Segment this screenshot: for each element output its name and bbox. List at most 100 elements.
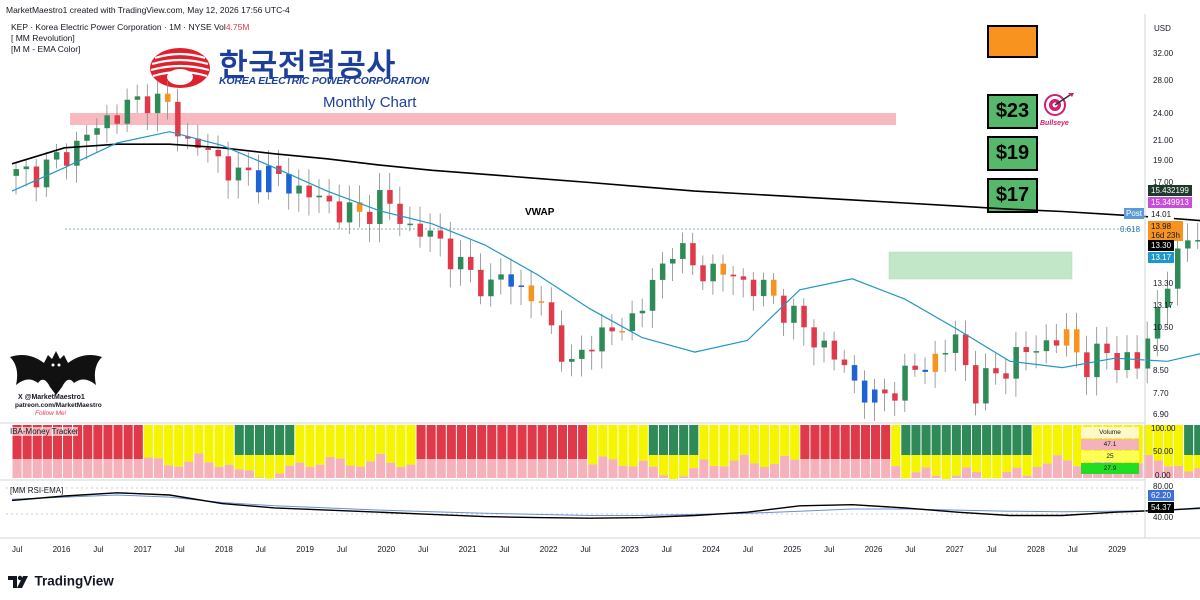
money-tracker-bar (265, 455, 275, 479)
candle-body (831, 340, 838, 360)
currency-label: USD (1154, 24, 1171, 33)
money-tracker-bar (800, 459, 810, 478)
candle-body (356, 202, 363, 212)
money-tracker-bar (265, 425, 275, 455)
money-tracker-bar (1012, 467, 1022, 478)
money-tracker-bar (608, 425, 618, 460)
money-tracker-bar (1022, 425, 1032, 455)
axis-7-70: 9.50 (1153, 344, 1169, 353)
money-tracker-bar (426, 459, 436, 478)
money-tracker-bar (487, 459, 497, 478)
candle-body (64, 152, 70, 166)
money-tracker-bar (254, 455, 264, 478)
money-tracker-bar (214, 425, 224, 467)
money-tracker-bar (467, 459, 477, 478)
money-tracker-bar (982, 455, 992, 479)
candle-body (973, 365, 979, 404)
time-axis-label: Jul (174, 545, 185, 554)
money-tracker-bar (214, 466, 224, 478)
candle-body (1003, 373, 1009, 379)
candle-body (781, 295, 787, 323)
post-tag: Post (1124, 208, 1145, 219)
money-tracker-bar (355, 466, 365, 478)
money-tracker-bar (1042, 463, 1052, 478)
money-tracker-bar (376, 453, 386, 478)
price-tag-6: 13.17 (1148, 252, 1175, 263)
money-tracker-bar (699, 459, 709, 478)
candle-body (74, 140, 80, 166)
money-tracker-bar (1073, 466, 1083, 478)
money-tracker-bar (32, 425, 42, 459)
money-tracker-bar (406, 464, 416, 478)
money-tracker-bar (1163, 466, 1173, 478)
rsi-title[interactable]: [MM RSI-EMA] (10, 486, 64, 495)
money-tracker-bar (921, 467, 931, 478)
volume-value: 4.75M (225, 22, 250, 32)
candle-body (700, 265, 706, 282)
money-tracker-bar (42, 425, 52, 459)
money-tracker-bar (780, 455, 790, 478)
tradingview-icon (8, 575, 28, 588)
money-tracker-bar (275, 425, 285, 455)
money-tracker-bar (1184, 455, 1194, 472)
candle-body (205, 147, 211, 150)
resistance-zone (70, 113, 896, 125)
money-tracker-bar (739, 425, 749, 455)
money-tracker-bar (578, 459, 588, 478)
money-tracker-bar (598, 425, 608, 457)
time-axis-label: 2016 (52, 545, 71, 554)
money-tracker-bar (881, 459, 891, 478)
money-tracker-bar (527, 425, 537, 459)
candle-body (296, 185, 302, 194)
money-tracker-bar (982, 425, 992, 455)
money-tracker-bar (426, 425, 436, 459)
money-tracker-bar (285, 425, 295, 455)
money-tracker-bar (709, 425, 719, 466)
money-tracker-bar (113, 459, 123, 478)
candle-body (215, 149, 221, 157)
money-tracker-bar (133, 425, 143, 459)
money-tracker-title[interactable]: IBA-Money Tracker (10, 427, 79, 436)
indicator-revolution[interactable]: [ MM Revolution] (11, 33, 75, 43)
money-tracker-bar (881, 425, 891, 459)
candle-body (1053, 340, 1060, 346)
logo-korean: 한국전력공사 (219, 48, 397, 84)
watermark-patreon: patreon.com/MarketMaestro (15, 402, 102, 409)
money-tracker-bar (719, 425, 729, 467)
money-tracker-bar (275, 455, 285, 474)
candle-body (1185, 240, 1191, 249)
money-tracker-bar (648, 466, 658, 478)
money-tracker-bar (1022, 475, 1032, 478)
time-axis-label: 2025 (783, 545, 802, 554)
time-axis-label: Jul (499, 545, 510, 554)
time-axis-label: Jul (905, 545, 916, 554)
volume-legend-bear: 47.1 (1081, 439, 1139, 450)
time-axis-label: 2028 (1027, 545, 1045, 554)
money-tracker-bar (517, 425, 527, 459)
money-tracker-bar (911, 472, 921, 478)
money-tracker-bar (729, 460, 739, 478)
volume-legend-neutral: 25 (1081, 451, 1139, 462)
bullseye-icon (1044, 93, 1074, 116)
candle-body (195, 138, 201, 148)
candle-body (23, 166, 30, 170)
time-axis-label: 2029 (1108, 545, 1126, 554)
money-tracker-bar (749, 463, 759, 478)
candle-body (175, 101, 181, 137)
money-tracker-bar (628, 466, 638, 478)
candle-body (619, 330, 625, 333)
money-tracker-bar (608, 459, 618, 478)
candle-body (1084, 352, 1090, 378)
panel2-axis-50: 50.00 (1153, 447, 1174, 456)
money-tracker-bar (669, 425, 679, 455)
price-tag-2: 15.349913 (1148, 197, 1192, 208)
symbol-line[interactable]: KEP · Korea Electric Power Corporation ·… (11, 22, 249, 32)
indicator-ema-color[interactable]: [M M - EMA Color] (11, 44, 81, 54)
money-tracker-bar (174, 425, 184, 467)
money-tracker-bar (22, 459, 32, 478)
time-axis-label: Jul (1067, 545, 1078, 554)
money-tracker-bar (244, 455, 254, 471)
money-tracker-bar (1062, 460, 1072, 478)
candle-body (518, 285, 524, 287)
